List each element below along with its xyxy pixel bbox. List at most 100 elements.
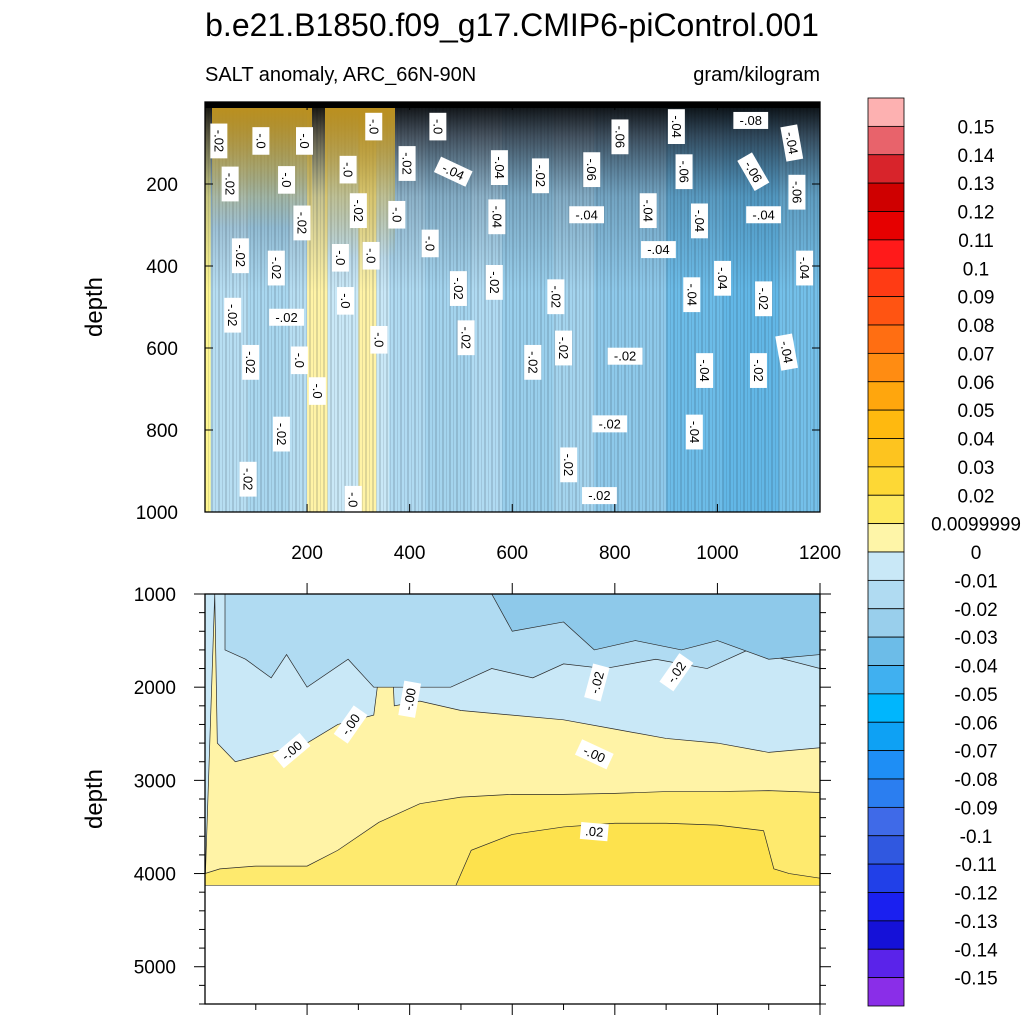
upper-contour-label-box bbox=[547, 279, 565, 315]
upper-contour-label-18: -.0 bbox=[278, 166, 296, 194]
colorbar-box-20 bbox=[867, 665, 905, 695]
colorbar-box-25 bbox=[867, 806, 905, 837]
upper-contour-label-text: -.02 bbox=[241, 468, 256, 490]
upper-contour-label-box bbox=[755, 281, 773, 317]
colorbar-box-0 bbox=[867, 97, 905, 127]
upper-contour-label-text: -.04 bbox=[715, 267, 730, 289]
lower-y-tick-label: 1000 bbox=[134, 585, 176, 606]
upper-x-tick-label: 600 bbox=[496, 543, 528, 564]
lower-y-tick-label: 3000 bbox=[134, 771, 176, 792]
colorbar-label: 0.07 bbox=[958, 344, 995, 365]
lower-contour-label-box bbox=[333, 705, 368, 744]
upper-contour-label-50: -.02 bbox=[524, 344, 542, 380]
upper-contour-label-box bbox=[269, 308, 304, 326]
upper-contour-label-22: -.0 bbox=[388, 200, 406, 229]
upper-contour-label-25: -.04 bbox=[639, 193, 657, 229]
colorbar-box-2 bbox=[867, 154, 905, 184]
upper-contour-label-box bbox=[485, 264, 503, 300]
colorbar-box-10 bbox=[867, 381, 905, 411]
upper-contour-label-text: -.02 bbox=[756, 288, 771, 310]
colorbar-label: 0 bbox=[971, 543, 982, 564]
upper-contour-label-box bbox=[296, 127, 314, 155]
upper-contour-label-box bbox=[293, 205, 311, 241]
upper-contour-label-text: -.0 bbox=[338, 293, 353, 308]
colorbar-box-8 bbox=[867, 324, 905, 354]
upper-contour-label-8: -.02 bbox=[531, 158, 549, 194]
upper-contour-label-box bbox=[362, 241, 380, 270]
upper-contour-label-box bbox=[349, 193, 367, 229]
upper-contour-label-text: -.02 bbox=[487, 271, 502, 293]
upper-contour-label-text: -.04 bbox=[684, 283, 699, 305]
upper-contour-label-box bbox=[210, 123, 228, 159]
upper-contour-label-box bbox=[569, 206, 605, 224]
colorbar-label: -0.08 bbox=[954, 770, 997, 791]
colorbar-label: -0.11 bbox=[955, 855, 997, 876]
upper-contour-label-text: -.04 bbox=[797, 257, 812, 279]
lower-contour-label-text: -.02 bbox=[587, 670, 607, 696]
upper-contour-label-box bbox=[231, 238, 249, 274]
colorbar-label: -0.15 bbox=[954, 969, 997, 990]
upper-contour-label-box bbox=[696, 353, 714, 388]
upper-contour-label-text: -.02 bbox=[751, 359, 766, 381]
upper-contour-label-box bbox=[524, 344, 542, 380]
upper-contour-label-text: -.0 bbox=[297, 133, 312, 148]
upper-contour-label-59: -.02 bbox=[239, 461, 257, 497]
upper-contour-label-box bbox=[224, 297, 242, 333]
colorbar-box-22 bbox=[867, 721, 905, 752]
upper-contour-label-box bbox=[433, 156, 473, 187]
upper-contour-label-box bbox=[339, 155, 357, 184]
upper-y-tick-label: 1000 bbox=[136, 503, 178, 524]
upper-contour-label-text: -.0 bbox=[371, 332, 386, 347]
upper-contour-label-text: -.0 bbox=[341, 162, 356, 177]
upper-x-tick-label: 400 bbox=[394, 543, 426, 564]
upper-contour-label-42: -.02 bbox=[224, 297, 242, 333]
lower-panel: -.02 -.02-.00-.00-.00 -.00.02 100020003000… bbox=[81, 583, 831, 1015]
upper-contour-label-box bbox=[796, 250, 814, 286]
lower-axis-ticks: 1000 2000 3000 4000 5000 bbox=[134, 583, 831, 1015]
upper-contour-label-box bbox=[592, 415, 628, 433]
colorbar-label: 0.11 bbox=[958, 231, 994, 252]
upper-contour-label-2: -.0 bbox=[296, 127, 314, 155]
upper-contour-label-text: -.02 bbox=[451, 277, 466, 299]
upper-contour-label-1: -.0 bbox=[252, 127, 270, 155]
colorbar-label: -0.02 bbox=[954, 600, 997, 621]
upper-contour-label-text: -.02 bbox=[211, 130, 226, 152]
upper-contour-label-text: -.02 bbox=[294, 212, 309, 234]
upper-contour-label-text: -.02 bbox=[233, 245, 248, 267]
lower-y-tick-label: 4000 bbox=[134, 865, 176, 886]
upper-contour-label-text: -.02 bbox=[561, 454, 576, 476]
upper-contour-label-text: -.04 bbox=[782, 131, 801, 156]
upper-contour-label-text: -.02 bbox=[225, 304, 240, 326]
upper-contour-label-box bbox=[690, 203, 708, 239]
colorbar-label: 0.14 bbox=[958, 146, 995, 167]
colorbar-box-14 bbox=[867, 494, 905, 525]
upper-contour-label-box bbox=[221, 166, 239, 202]
upper-contour-label-39: -.04 bbox=[683, 277, 701, 313]
upper-contour-label-12: -.08 bbox=[733, 111, 769, 129]
upper-contour-label-box bbox=[780, 124, 804, 162]
upper-contour-label-56: -.02 bbox=[592, 415, 628, 433]
upper-contour-label-text: -.02 bbox=[274, 423, 289, 445]
upper-contour-label-60: -.0 bbox=[344, 485, 362, 512]
colorbar-label: 0.1 bbox=[963, 259, 989, 280]
upper-contour-label-box bbox=[272, 416, 290, 452]
upper-contour-label-30: -.02 bbox=[231, 238, 249, 274]
upper-contour-label-text: -.02 bbox=[533, 165, 548, 187]
upper-contour-label-text: -.06 bbox=[789, 181, 804, 203]
upper-contour-label-37: -.02 bbox=[485, 264, 503, 300]
upper-contour-label-box bbox=[685, 414, 703, 450]
upper-contour-label-14: -.06 bbox=[675, 154, 693, 190]
right-subtitle: gram/kilogram bbox=[693, 64, 820, 86]
colorbar-box-23 bbox=[867, 750, 905, 780]
colorbar-box-6 bbox=[867, 267, 905, 298]
upper-contour-label-41: -.0 bbox=[337, 287, 355, 315]
left-subtitle: SALT anomaly, ARC_66N-90N bbox=[205, 64, 476, 86]
colorbar-box-7 bbox=[867, 296, 905, 326]
colorbar-box-19 bbox=[867, 636, 905, 666]
upper-contour-label-text: -.0 bbox=[389, 207, 404, 222]
upper-contour-label-text: -.0 bbox=[253, 133, 268, 148]
upper-contour-label-52: -.04 bbox=[696, 353, 714, 388]
colorbar-box-30 bbox=[867, 948, 905, 979]
upper-contour-label-48: -.02 bbox=[242, 344, 260, 380]
upper-contour-label-text: -.0 bbox=[292, 353, 307, 368]
